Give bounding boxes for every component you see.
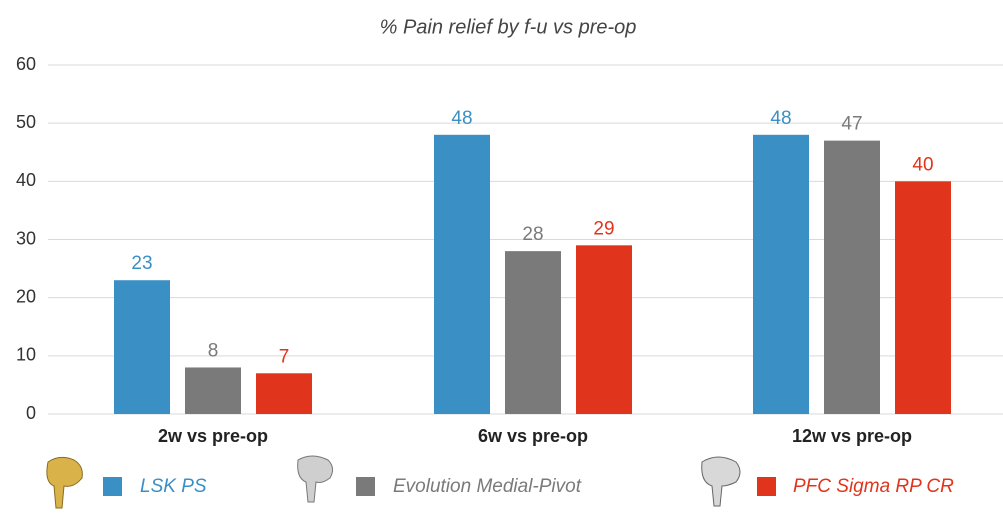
- x-tick-label: 6w vs pre-op: [478, 426, 588, 446]
- bar: [753, 134, 809, 415]
- legend-swatch: [757, 477, 776, 496]
- bar: [256, 373, 312, 414]
- legend-swatch: [103, 477, 122, 496]
- bar: [576, 245, 632, 414]
- legend-label: LSK PS: [140, 476, 207, 497]
- bar: [824, 140, 880, 414]
- y-tick-label: 10: [16, 345, 36, 365]
- legend-icon: [297, 455, 334, 503]
- bar: [895, 181, 951, 414]
- bar: [185, 367, 241, 414]
- value-label: 29: [593, 218, 614, 239]
- y-tick-label: 50: [16, 112, 36, 132]
- y-tick-label: 60: [16, 54, 36, 74]
- value-label: 8: [208, 340, 219, 361]
- x-tick-label: 2w vs pre-op: [158, 426, 268, 446]
- legend-icon: [46, 456, 83, 509]
- legend-icon: [701, 456, 741, 507]
- bar: [114, 280, 170, 414]
- value-label: 7: [279, 346, 290, 367]
- legend-swatch: [356, 477, 375, 496]
- bar: [505, 251, 561, 414]
- value-label: 48: [451, 108, 472, 129]
- value-label: 47: [841, 114, 862, 135]
- chart-title: % Pain relief by f-u vs pre-op: [380, 16, 637, 38]
- value-label: 23: [131, 253, 152, 274]
- x-tick-label: 12w vs pre-op: [792, 426, 912, 446]
- value-label: 28: [522, 224, 543, 245]
- value-label: 48: [770, 108, 791, 129]
- legend-label: PFC Sigma RP CR: [793, 476, 954, 497]
- y-tick-label: 40: [16, 170, 36, 190]
- y-tick-label: 20: [16, 286, 36, 306]
- y-tick-label: 0: [26, 403, 36, 423]
- value-label: 40: [912, 154, 933, 175]
- legend-label: Evolution Medial-Pivot: [393, 476, 582, 497]
- y-tick-label: 30: [16, 228, 36, 248]
- bar: [434, 134, 490, 415]
